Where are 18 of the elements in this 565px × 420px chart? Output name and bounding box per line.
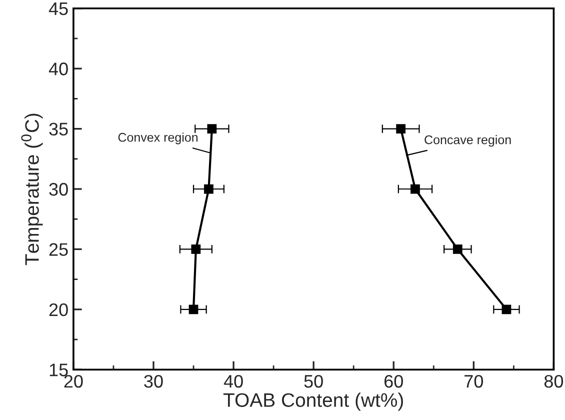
y-tick-label: 35 <box>49 122 68 136</box>
x-tick-label: 70 <box>464 374 483 388</box>
y-tick-label: 40 <box>48 62 68 76</box>
annotation: Concave region <box>424 135 511 147</box>
y-tick-label: 15 <box>50 364 68 376</box>
y-tick-label: 20 <box>49 303 68 316</box>
y-tick-label: 30 <box>49 182 68 196</box>
x-tick-label: 20 <box>64 374 83 388</box>
x-tick-label: 50 <box>304 374 323 388</box>
y-axis-title: Temperature ($^{0}$C) <box>21 114 43 266</box>
y-tick-label: 45 <box>48 2 68 16</box>
x-axis-title: TOAB Content (wt%) <box>223 392 403 411</box>
x-tick-label: 60 <box>384 374 403 388</box>
x-tick-label: 40 <box>224 374 243 388</box>
y-tick-label: 25 <box>49 243 68 256</box>
annotation: Convex region <box>118 132 198 144</box>
x-tick-label: 30 <box>144 374 163 388</box>
x-tick-label: 80 <box>544 374 564 388</box>
